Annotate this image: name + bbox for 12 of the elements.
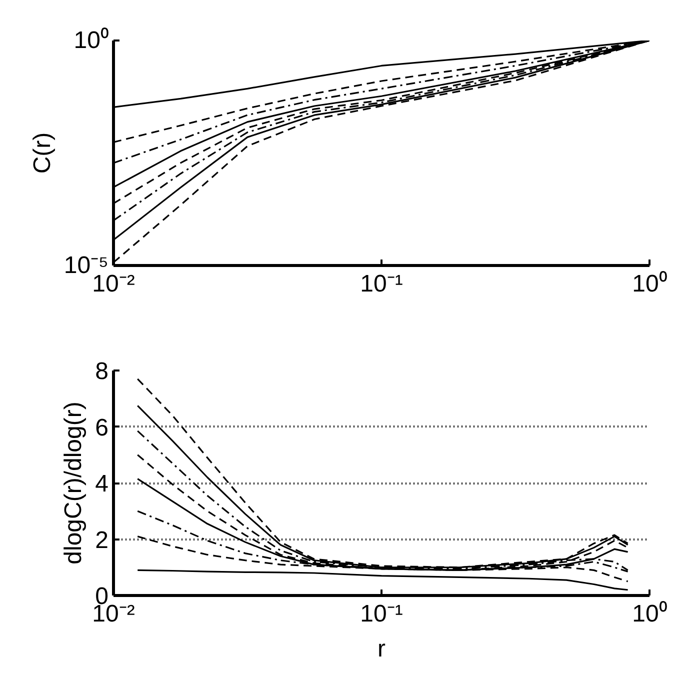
y-axis-title: dlogC(r)/dlog(r): [60, 402, 88, 564]
y-axis-title: C(r): [28, 132, 56, 174]
x-tick-label: 10⁰: [632, 270, 667, 298]
y-tick-label: 6: [95, 414, 109, 442]
x-axis-title: r: [378, 636, 386, 662]
x-tick-label: 10⁻¹: [360, 600, 403, 628]
y-tick-label: 10⁰: [74, 27, 109, 54]
x-tick-label: 10⁰: [632, 600, 667, 628]
y-tick-label: 4: [95, 470, 109, 498]
x-tick-label: 10⁻¹: [360, 270, 403, 298]
y-tick-label: 8: [95, 358, 109, 385]
y-tick-label: 2: [95, 526, 109, 554]
